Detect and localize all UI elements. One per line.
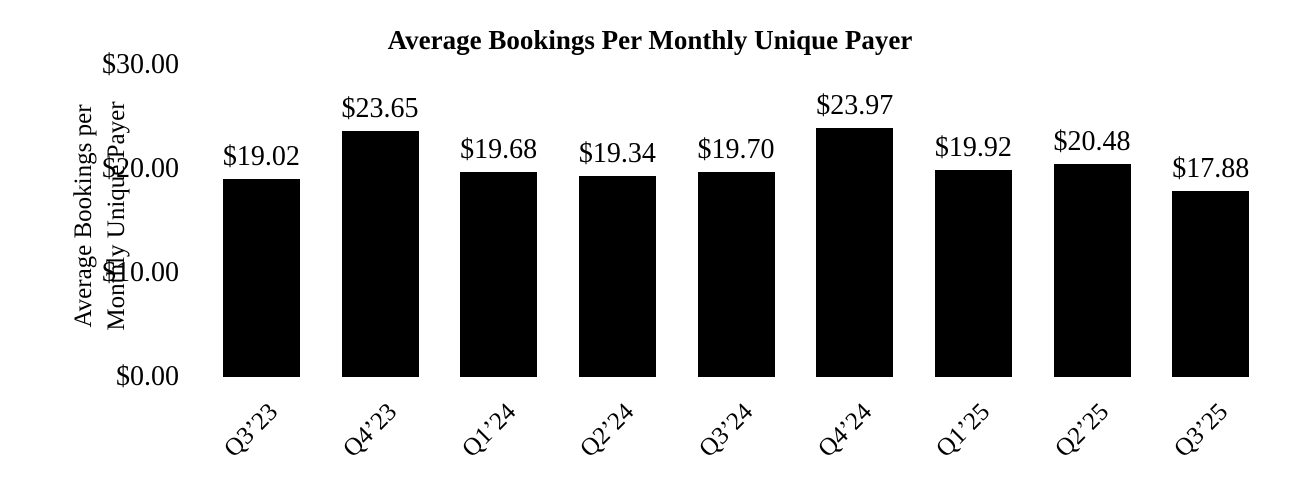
x-axis-labels: Q3’23 Q4’23 Q1’24 Q2’24 Q3’24 Q4’24 Q1’25 Q2’25… (202, 377, 1270, 480)
bar-slot: $17.88 (1151, 65, 1270, 377)
y-tick-label: $20.00 (102, 153, 179, 184)
bar-value-label: $19.34 (578, 137, 656, 169)
x-tick-label: Q2’25 (1050, 398, 1115, 463)
bar-value-label: $23.65 (341, 93, 419, 125)
bar (341, 131, 419, 377)
bar-slot: $19.70 (677, 65, 796, 377)
bar-value-label: $19.92 (934, 131, 1012, 163)
bar-slot: $19.02 (202, 65, 321, 377)
bar-value-label: $17.88 (1172, 153, 1250, 185)
bar (1053, 164, 1131, 377)
x-tick-label: Q3’25 (1168, 398, 1234, 463)
bar (934, 169, 1012, 377)
bar (1172, 191, 1250, 377)
bar-slot: $23.65 (321, 65, 440, 377)
bar-slot: $23.97 (795, 65, 914, 377)
bar-value-label: $19.02 (222, 141, 300, 173)
bar (816, 127, 894, 377)
bar-slot: $19.92 (914, 65, 1033, 377)
x-tick-label: Q1’25 (931, 398, 996, 463)
chart-title: Average Bookings Per Monthly Unique Paye… (387, 25, 913, 55)
y-axis-ticks: $30.00 $20.00 $10.00 $0.00 (0, 0, 179, 480)
x-tick-label: Q1’24 (456, 398, 522, 463)
x-tick-label: Q3’24 (694, 398, 759, 463)
bar (460, 172, 538, 377)
y-tick-label: $30.00 (102, 49, 179, 80)
bar-slot: $19.68 (439, 65, 558, 377)
bar (578, 175, 656, 377)
bar-slot: $19.34 (558, 65, 677, 377)
bar-value-label: $19.68 (460, 134, 538, 166)
bar (697, 172, 775, 377)
bar-slot: $20.48 (1033, 65, 1152, 377)
y-tick-label: $0.00 (116, 361, 179, 392)
y-tick-label: $10.00 (102, 257, 179, 288)
bar (222, 179, 300, 377)
x-tick-label: Q4’24 (812, 398, 878, 463)
x-tick-label: Q4’23 (338, 398, 403, 463)
plot-area: $19.02 $23.65 $19.68 $19.34 $19.70 $23.97 $19.… (202, 65, 1270, 377)
bar-value-label: $20.48 (1053, 126, 1131, 158)
x-tick-label: Q2’24 (575, 398, 640, 463)
x-tick-label: Q3’23 (219, 398, 284, 463)
bar-value-label: $19.70 (697, 134, 775, 166)
bar-value-label: $23.97 (816, 89, 894, 121)
